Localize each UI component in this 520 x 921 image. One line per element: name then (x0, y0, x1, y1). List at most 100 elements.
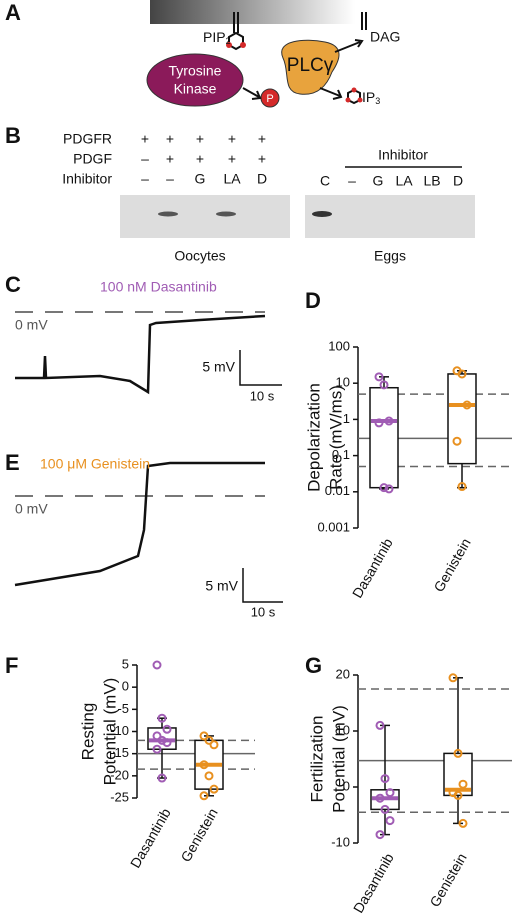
data-point (448, 673, 458, 683)
y-axis-label: Potential (mV) (100, 678, 119, 786)
lane-label: + (141, 131, 149, 147)
x-tick-label: Dasantinib (350, 850, 397, 915)
trace (14, 461, 265, 587)
scale-y-label: 5 mV (202, 359, 235, 375)
x-tick-label: Genistein (430, 535, 473, 594)
data-point (458, 779, 468, 789)
data-point (453, 748, 463, 758)
data-point (458, 818, 468, 828)
panel-label: D (305, 288, 321, 313)
panel-label: C (5, 272, 21, 297)
data-point (162, 738, 172, 748)
scale-x-label: 10 s (250, 388, 275, 403)
bracket-label: Inhibitor (378, 147, 428, 163)
scale-x-label: 10 s (251, 604, 276, 619)
y-tick-label: -10 (110, 723, 129, 738)
panel-label: G (305, 653, 322, 678)
data-point (152, 744, 162, 754)
data-point (380, 804, 390, 814)
scale-y-label: 5 mV (205, 578, 238, 594)
lane-label: + (166, 131, 174, 147)
data-point (375, 793, 385, 803)
row-label: PDGF (73, 151, 112, 167)
data-point (374, 372, 384, 382)
lane-label: – (348, 173, 356, 189)
pip-icon (228, 12, 244, 51)
box (447, 373, 477, 465)
y-tick-label: -25 (110, 789, 129, 804)
y-tick-label: 0 (122, 679, 129, 694)
y-axis-label: Resting (78, 703, 97, 761)
phosphate-dot (226, 42, 232, 48)
data-point (384, 484, 394, 494)
panel-label: B (5, 123, 21, 148)
y-tick-label: 0.01 (325, 483, 350, 498)
data-point (209, 740, 219, 750)
blot-band (216, 211, 236, 217)
y-axis-label: Rate (mV/ms) (326, 385, 345, 490)
data-point (453, 790, 463, 800)
dag-label: DAG (370, 29, 400, 45)
blot-band (312, 211, 332, 217)
blot-caption: Eggs (374, 248, 406, 264)
kinase-label: Tyrosine (169, 63, 222, 79)
pip-label: PIP2 (203, 29, 231, 47)
zero-label: 0 mV (15, 501, 48, 517)
row-label: PDGFR (63, 131, 112, 147)
y-tick-label: -15 (110, 745, 129, 760)
data-point (199, 791, 209, 801)
box (369, 386, 399, 489)
lane-label: + (166, 151, 174, 167)
data-point (385, 816, 395, 826)
y-tick-label: 5 (122, 656, 129, 671)
data-point (375, 830, 385, 840)
y-tick-label: 0.1 (332, 447, 350, 462)
dag-icon (361, 12, 367, 30)
trace (15, 314, 266, 395)
data-point (157, 773, 167, 783)
data-point (162, 724, 172, 734)
plc-label: PLCγ (287, 55, 334, 76)
trace-title: 100 nM Dasantinib (100, 279, 217, 295)
x-tick-label: Dasantinib (127, 805, 174, 870)
arrow (319, 87, 343, 100)
blot-oocytes (120, 195, 290, 238)
scale-bar (239, 350, 282, 386)
lane-label: + (258, 131, 266, 147)
data-point (199, 760, 209, 770)
data-point (385, 788, 395, 798)
membrane-gradient (150, 0, 355, 24)
lane-label: LA (395, 173, 413, 189)
data-point (375, 720, 385, 730)
lane-label: LB (423, 173, 440, 189)
lane-label: + (196, 131, 204, 147)
y-tick-label: 100 (328, 338, 350, 353)
panel-label: E (5, 450, 20, 475)
lane-label: – (141, 151, 149, 167)
x-tick-label: Genistein (426, 850, 469, 909)
lane-label: G (373, 173, 384, 189)
arrow (242, 87, 262, 100)
data-point (384, 416, 394, 426)
lane-label: + (196, 151, 204, 167)
data-point (209, 784, 219, 794)
data-point (204, 735, 214, 745)
blot-caption: Oocytes (174, 248, 225, 264)
lane-label: LA (223, 171, 241, 187)
panel-label: F (5, 653, 18, 678)
data-point (152, 660, 162, 670)
phosphate-dot (240, 42, 246, 48)
data-point (462, 400, 472, 410)
data-point (204, 771, 214, 781)
lane-label: + (258, 151, 266, 167)
data-point (380, 774, 390, 784)
ip-label: IP3 (362, 89, 380, 107)
lane-label: – (166, 171, 174, 187)
y-tick-label: -20 (110, 767, 129, 782)
plc-shape (281, 39, 340, 95)
trace-title: 100 μM Genistein (40, 456, 150, 472)
scale-bar (242, 568, 283, 603)
y-tick-label: 1 (343, 411, 350, 426)
lane-label: D (453, 173, 463, 189)
